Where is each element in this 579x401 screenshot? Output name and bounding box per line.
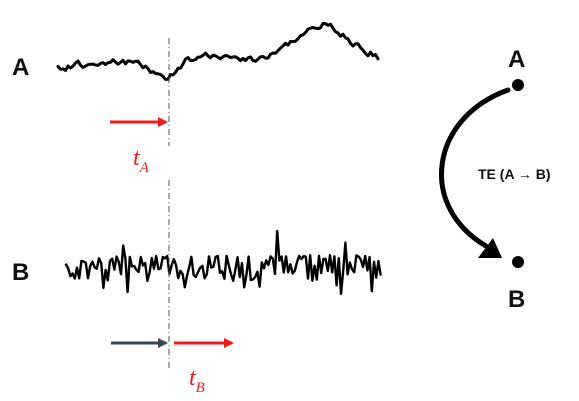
time-label-b: tB <box>189 365 205 396</box>
te-edge-arrowhead <box>478 238 502 258</box>
signal-a-trace <box>56 22 380 81</box>
time-label-a: tA <box>133 145 150 176</box>
series-a-label: A <box>12 54 29 81</box>
series-b-label: B <box>12 259 29 286</box>
node-b-label: B <box>508 286 525 313</box>
te-edge-label: TE (A → B) <box>478 166 551 182</box>
signal-b-trace <box>64 229 382 295</box>
node-a <box>512 79 524 91</box>
node-a-label: A <box>508 46 525 73</box>
te-edge <box>439 87 511 249</box>
node-b <box>512 256 524 268</box>
